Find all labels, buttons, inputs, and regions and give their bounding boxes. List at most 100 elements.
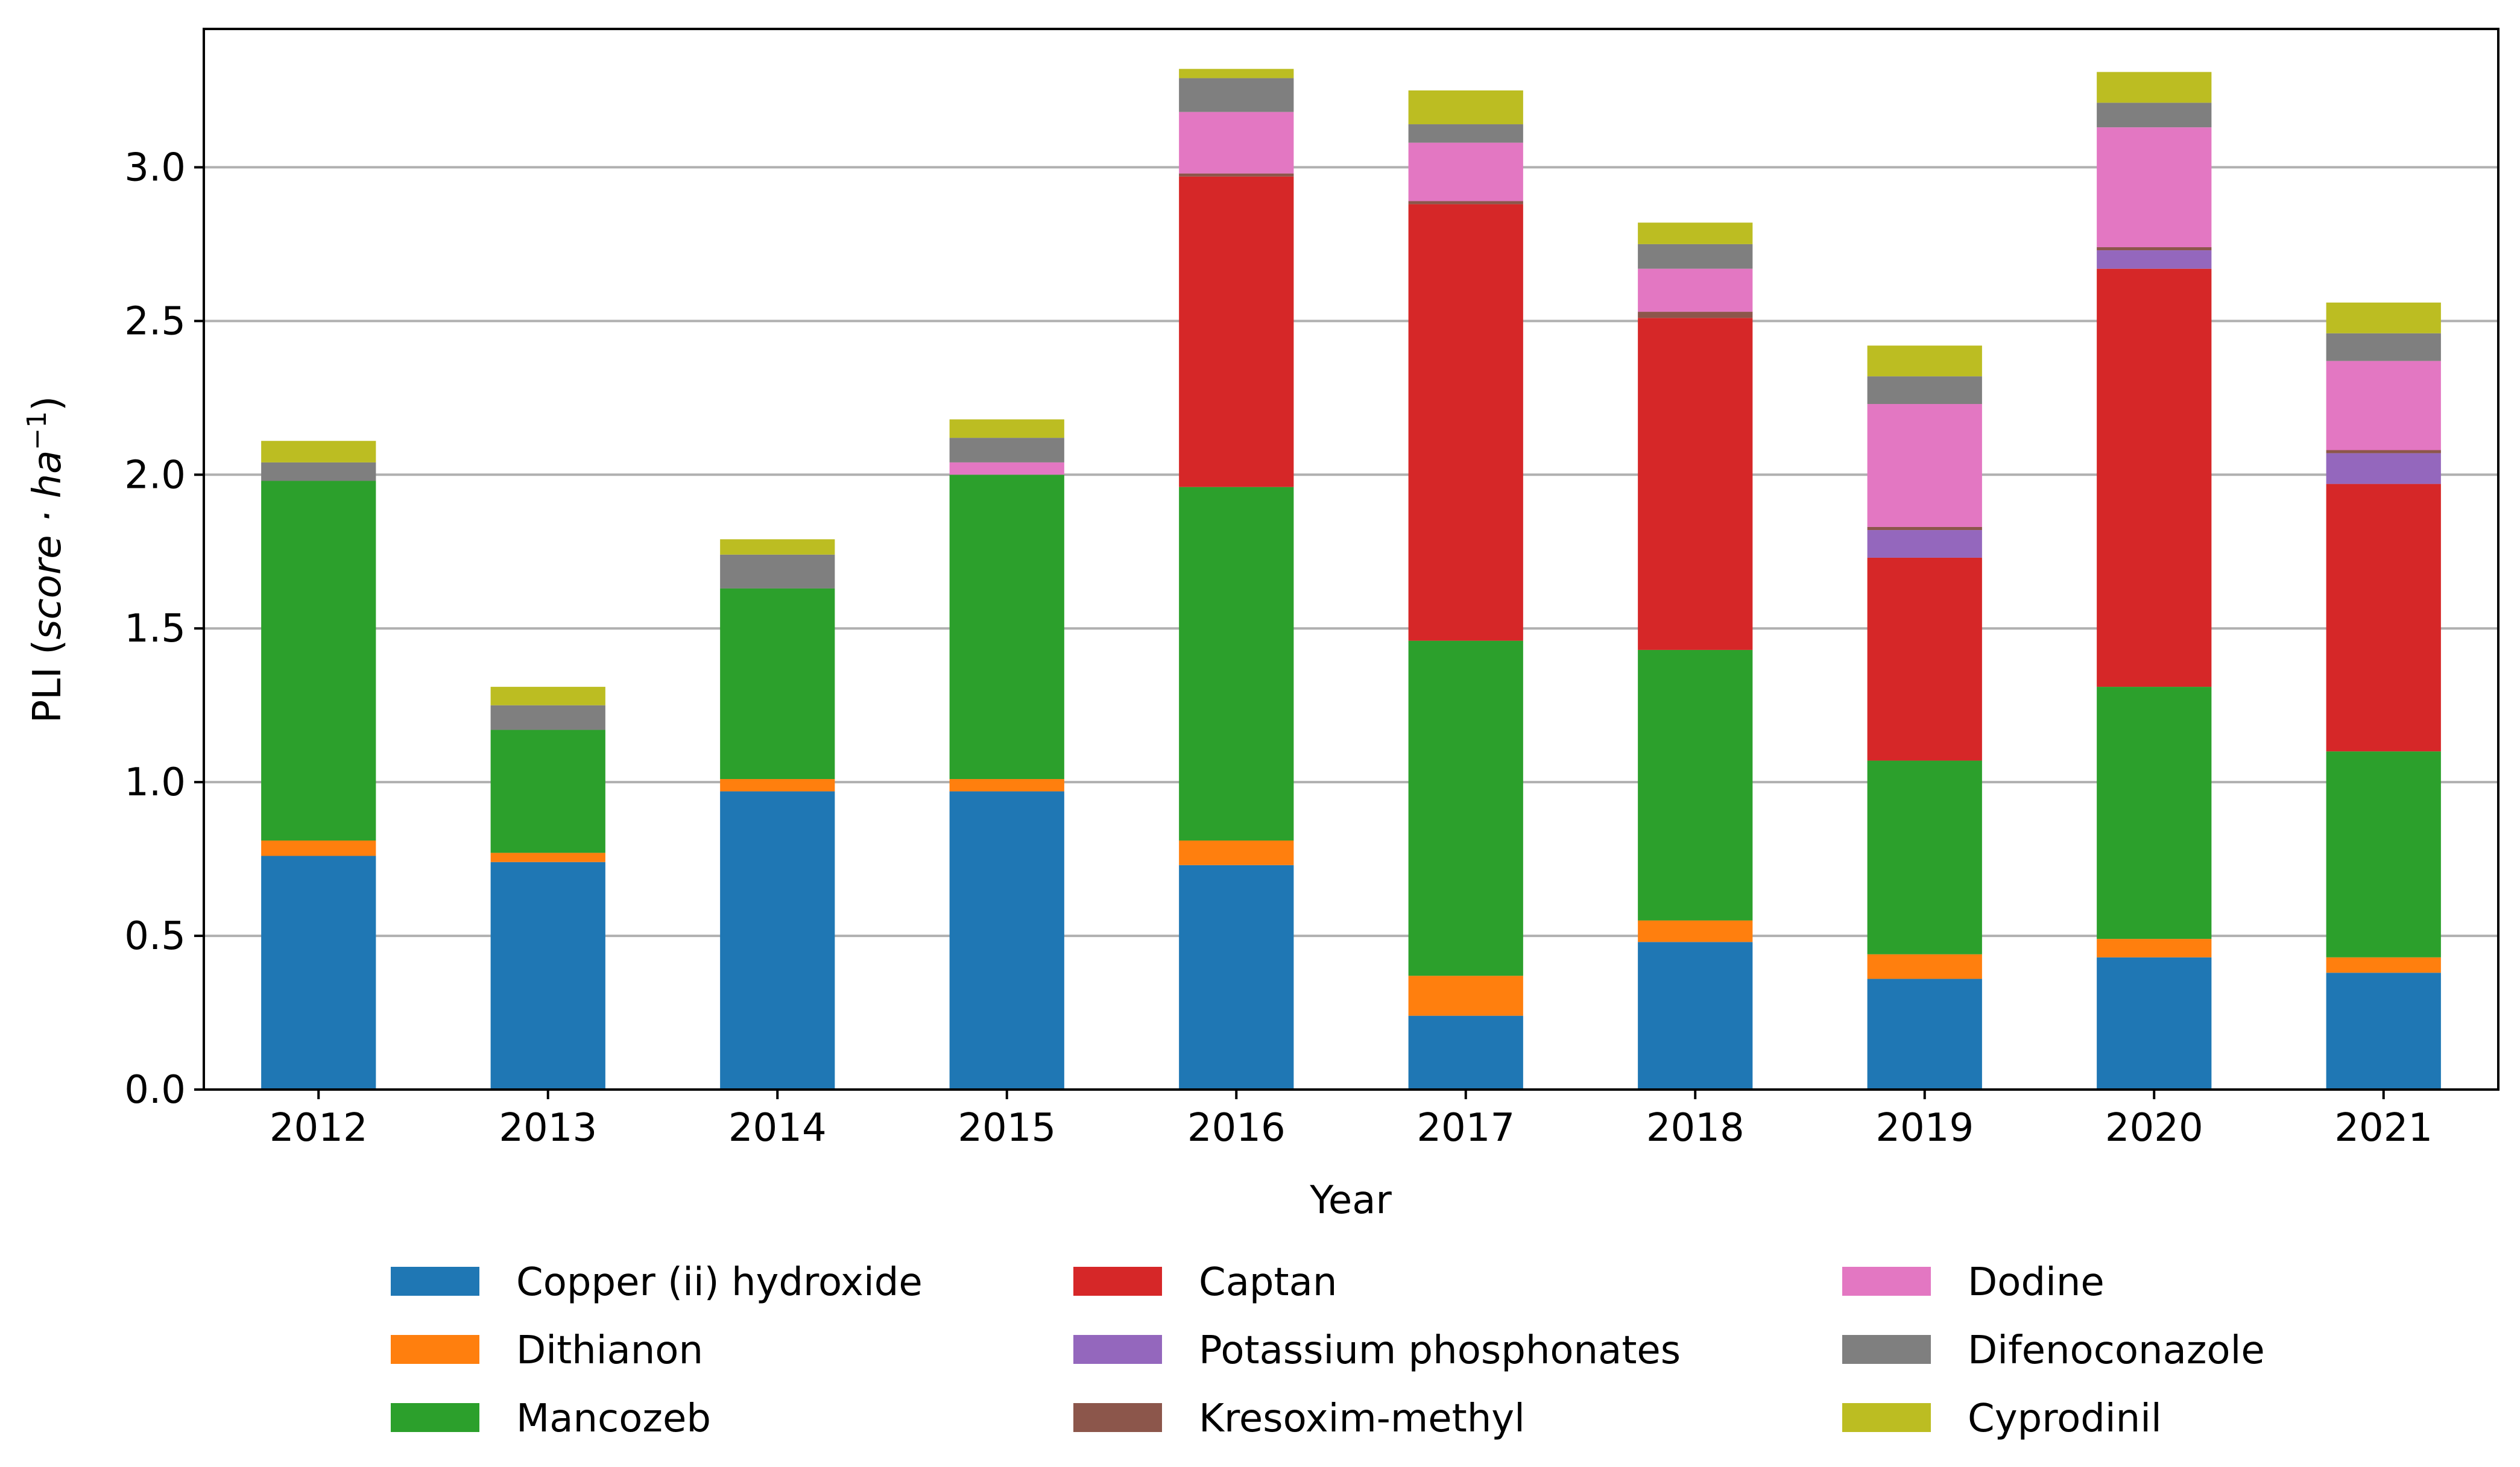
x-axis-label: Year [1309,1178,1392,1223]
bar-segment [490,862,605,1090]
y-axis-label: PLI (score · ha−1) [22,396,70,723]
bar-segment [2326,361,2441,450]
y-tick-label: 0.5 [124,914,186,959]
bar-segment [2097,247,2212,251]
bar-segment [1408,201,1523,204]
bar-segment [2326,450,2441,453]
legend-label: Captan [1199,1260,1337,1305]
legend-swatch [391,1403,479,1432]
legend-swatch [391,1335,479,1364]
x-tick-label: 2017 [1416,1106,1515,1150]
x-tick-label: 2013 [499,1106,597,1150]
bar-segment [720,554,835,588]
bar-segment [720,791,835,1090]
bar-segment [1638,318,1753,650]
bar-segment [261,462,376,481]
bar-segment [2097,103,2212,128]
x-tick-label: 2021 [2334,1106,2433,1150]
bars [261,69,2441,1090]
bar-segment [1179,112,1294,174]
bar-segment [1867,376,1982,405]
bar-segment [2326,957,2441,973]
x-tick-label: 2014 [728,1106,827,1150]
bar-segment [720,779,835,792]
bar-segment [1867,979,1982,1090]
legend-label: Kresoxim-methyl [1199,1396,1525,1441]
x-tick-label: 2018 [1646,1106,1745,1150]
bar-segment [1408,204,1523,641]
bar-segment [2097,268,2212,687]
bar-segment [1867,954,1982,979]
bar-segment [2326,751,2441,957]
bar-segment [261,481,376,841]
legend-swatch [1842,1403,1931,1432]
y-tick-label: 2.5 [124,299,186,344]
bar-segment [1638,920,1753,942]
plot-frame [203,28,2499,1091]
bar-segment [1638,268,1753,312]
axes: 0.0 0.5 1.0 1.5 2.0 2.5 3.0 2012 2013 2014 2015 201… [124,145,2433,1150]
bar-segment [490,705,605,730]
bar-segment [949,475,1064,780]
bar-segment [1867,760,1982,954]
legend-label: Difenoconazole [1968,1328,2265,1373]
bar-segment [2326,453,2441,484]
bar-segment [2097,687,2212,939]
bar-segment [1638,649,1753,921]
legend-swatch [1073,1267,1162,1296]
bar-segment [949,791,1064,1090]
bar-segment [1638,312,1753,318]
bar-segment [1179,841,1294,865]
bar-segment [2097,127,2212,247]
y-tick-label: 0.0 [124,1068,186,1112]
bar-segment [1867,345,1982,377]
x-tick-label: 2015 [958,1106,1056,1150]
legend-label: Copper (ii) hydroxide [516,1260,923,1305]
bar-segment [2097,939,2212,957]
bar-segment [2326,484,2441,752]
x-tick-label: 2019 [1875,1106,1974,1150]
bar-segment [1408,1015,1523,1090]
bar-segment [949,462,1064,475]
legend-label: Cyprodinil [1968,1396,2162,1441]
y-tick-label: 3.0 [124,145,186,190]
legend-swatch [391,1267,479,1296]
legend: Copper (ii) hydroxide Dithianon Mancozeb Ca… [391,1260,2265,1441]
y-tick-label: 1.5 [124,607,186,651]
legend-swatch [1073,1335,1162,1364]
bar-segment [949,438,1064,462]
bar-segment [261,441,376,462]
legend-label: Dodine [1968,1260,2105,1305]
x-tick-label: 2016 [1187,1106,1286,1150]
bar-segment [1408,976,1523,1016]
legend-label: Potassium phosphonates [1199,1328,1681,1373]
bar-segment [261,856,376,1090]
bar-segment [1179,69,1294,78]
bar-segment [1179,173,1294,177]
bar-segment [1638,222,1753,244]
bar-segment [490,687,605,705]
bar-segment [949,419,1064,438]
bar-segment [1408,124,1523,143]
bar-segment [1867,404,1982,527]
bar-segment [1408,142,1523,201]
x-tick-label: 2020 [2105,1106,2203,1150]
bar-segment [1408,640,1523,976]
bar-segment [1638,942,1753,1090]
bar-segment [720,588,835,780]
bar-segment [720,539,835,555]
bar-segment [1179,487,1294,841]
bar-segment [2326,973,2441,1090]
bar-segment [2097,72,2212,103]
bar-segment [1867,530,1982,558]
bar-segment [1179,176,1294,487]
bar-segment [1179,865,1294,1090]
bar-segment [1867,557,1982,761]
bar-segment [2097,957,2212,1090]
bar-segment [1179,78,1294,112]
bar-segment [2326,302,2441,333]
bar-segment [949,779,1064,792]
legend-swatch [1842,1267,1931,1296]
y-tick-label: 1.0 [124,760,186,805]
